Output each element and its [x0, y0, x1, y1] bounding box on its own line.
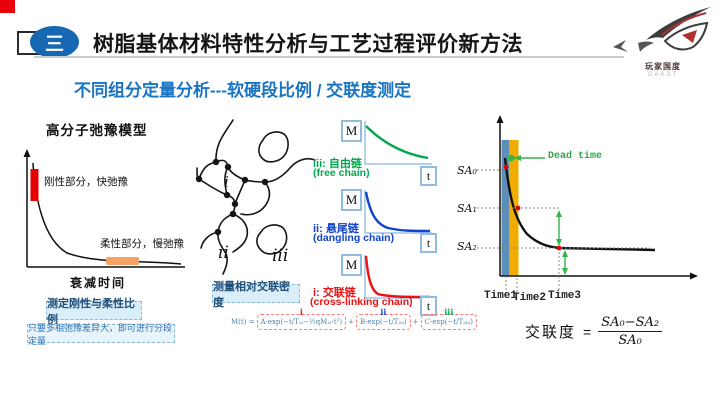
m-axis-box-free: M — [341, 120, 362, 142]
equation-lhs: M(t) = — [231, 318, 255, 326]
plus-sign: + — [412, 318, 419, 326]
crosslink-chain-label-cn: i: 交联链 — [313, 287, 356, 299]
network-caption-box: 测量相对交联密度 — [212, 281, 300, 309]
m-axis-box-dangling: M — [341, 189, 362, 211]
plus-sign: + — [348, 318, 355, 326]
crosslink-chain-label-en: (cross-linking chain) — [310, 296, 413, 308]
relax-xaxis-label: 衰减时间 — [70, 276, 127, 290]
equation-tag-ii: ii — [380, 307, 387, 317]
equation-tag-iii: iii — [444, 307, 454, 317]
crosslink-chain-curve — [364, 255, 432, 299]
fraction-denominator: SA₀ — [618, 333, 642, 348]
page-title: 树脂基体材料特性分析与工艺过程评价新方法 — [93, 33, 523, 56]
equals-sign: = — [583, 323, 592, 340]
sa1-label: SA₁ — [457, 202, 477, 215]
rigid-label: 刚性部分，快弛豫 — [44, 176, 128, 188]
title-divider — [34, 56, 624, 58]
time3-label: Time3 — [548, 290, 582, 302]
logo: 玩家国度 GAAST — [610, 4, 716, 78]
note-box: 只要多相弛豫差异大，即可进行分段定量 — [27, 323, 175, 346]
sa0-label: SA₀ — [457, 164, 477, 177]
free-chain-label-cn: iii: 自由链 — [313, 158, 362, 170]
dangling-chain-label-en: (dangling chain) — [313, 232, 395, 244]
section-badge: 三 — [30, 26, 79, 58]
logo-text: 玩家国度 — [645, 62, 681, 71]
sa-decay-figure — [477, 115, 698, 293]
network-label-ii: ii — [218, 243, 229, 263]
equation-term-ii: ii B·exp(−t/T₂ᵢᵢ) — [356, 307, 411, 330]
m-axis-box-crosslink: M — [341, 254, 362, 276]
fitting-equation: M(t) = i A·exp(−t/T₂ᵢ−½qM₂ᵢ·t²) + ii B·e… — [231, 307, 477, 330]
soft-label: 柔性部分，慢弛豫 — [100, 238, 184, 250]
rigid-marker — [30, 169, 39, 201]
rog-eye-icon — [613, 7, 711, 52]
free-chain-label-en: (free chain) — [313, 167, 370, 179]
dangling-chain-label-cn: ii: 悬尾链 — [313, 223, 359, 235]
fraction-numerator: SA₀−SA₂ — [598, 315, 663, 332]
dangling-chain-curve — [364, 190, 432, 234]
equation-term-i: i A·exp(−t/T₂ᵢ−½qM₂ᵢ·t²) — [256, 307, 347, 330]
relax-model-title: 高分子弛豫模型 — [46, 123, 148, 138]
time2-label: Time2 — [513, 292, 547, 304]
logo-subtext: GAAST — [647, 72, 679, 78]
soft-marker — [106, 257, 139, 265]
t-axis-box-dangling: t — [420, 233, 437, 253]
free-chain-curve — [364, 121, 432, 165]
network-label-i: i — [224, 173, 229, 191]
formula-lhs: 交联度 — [525, 324, 577, 341]
section-number: 三 — [44, 33, 64, 55]
dead-time-label: Dead time — [548, 151, 603, 162]
equation-tag-i: i — [299, 307, 303, 317]
sa-curve — [503, 157, 656, 252]
sa2-label: SA₂ — [457, 240, 477, 253]
equation-term-iii: iii C·exp(−t/T₂ᵢᵢᵢ) — [420, 307, 477, 330]
slide-subtitle: 不同组分定量分析---软硬段比例 / 交联度测定 — [74, 81, 412, 100]
t-axis-box-crosslink: t — [420, 296, 437, 316]
network-label-iii: iii — [272, 246, 289, 266]
relaxation-decay-figure — [23, 149, 185, 268]
time1-label: Time1 — [484, 290, 518, 302]
polymer-network-figure — [195, 119, 316, 275]
formula-fraction: SA₀−SA₂ SA₀ — [598, 315, 663, 348]
corner-accent — [0, 0, 15, 13]
conclusion-box: 测定刚性与柔性比例 — [46, 298, 142, 326]
t-axis-box-free: t — [420, 166, 437, 186]
crosslink-formula: 交联度 = SA₀−SA₂ SA₀ — [525, 315, 663, 348]
